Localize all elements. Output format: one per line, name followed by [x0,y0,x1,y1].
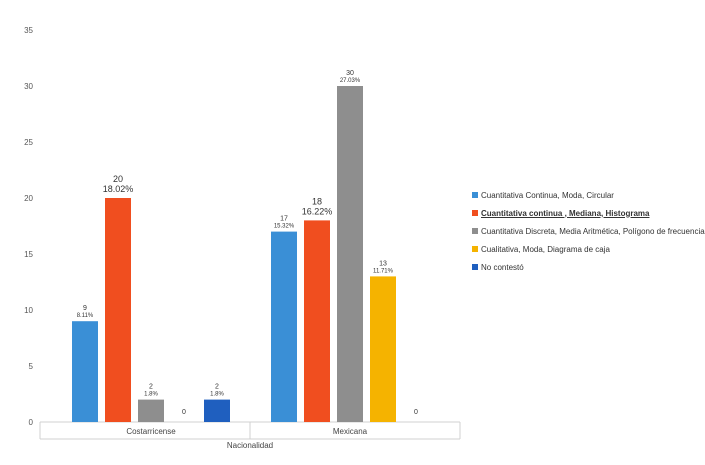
data-label-value: 2 [149,384,153,391]
data-label-percent: 1.8% [210,392,224,398]
legend-item[interactable]: Cualitativa, Moda, Diagrama de caja [472,240,702,258]
bar [138,399,164,422]
y-tick-label: 15 [24,250,33,259]
labels-group: 8.11%915.32%1718.02%2016.22%181.8%227.03… [77,70,418,416]
legend-label: Cuantitativa Discreta, Media Aritmética,… [481,226,705,236]
chart-legend: Cuantitativa Continua, Moda, Circular Cua… [472,186,705,276]
data-label-percent: 16.22% [302,206,333,216]
data-label-value: 13 [379,260,387,267]
legend-label: No contestó [481,262,524,272]
legend-label: Cualitativa, Moda, Diagrama de caja [481,244,610,254]
legend-label: Cuantitativa continua , Mediana, Histogr… [481,208,650,218]
y-tick-label: 25 [24,138,33,147]
bar [370,276,396,422]
legend-swatch [472,264,478,270]
legend-item[interactable]: Cuantitativa Continua, Moda, Circular [472,186,702,204]
data-label-value: 9 [83,305,87,312]
y-tick-label: 0 [29,418,34,427]
data-label-percent: 27.03% [340,78,361,84]
y-tick-label: 10 [24,306,33,315]
x-category-label: Mexicana [333,427,368,436]
data-label-percent: 1.8% [144,392,158,398]
data-label-value: 17 [280,216,288,223]
legend-swatch [472,228,478,234]
data-label-value: 2 [215,384,219,391]
data-label-value: 18 [312,196,322,206]
data-label-value: 0 [182,409,186,416]
y-tick-label: 30 [24,82,33,91]
y-tick-label: 5 [29,362,34,371]
legend-label: Cuantitativa Continua, Moda, Circular [481,190,614,200]
legend-item[interactable]: Cuantitativa Discreta, Media Aritmética,… [472,222,705,240]
data-label-percent: 18.02% [103,184,134,194]
bar [105,198,131,422]
data-label-percent: 8.11% [77,313,94,319]
data-label-percent: 15.32% [274,224,295,230]
legend-swatch [472,192,478,198]
data-label-value: 30 [346,70,354,77]
bar [72,321,98,422]
legend-swatch [472,246,478,252]
x-category-label: Costarricense [126,427,176,436]
bars-group [72,86,396,422]
y-tick-label: 20 [24,194,33,203]
legend-swatch [472,210,478,216]
data-label-value: 20 [113,174,123,184]
x-axis-title: Nacionalidad [227,441,273,450]
data-label-percent: 11.71% [373,268,394,274]
legend-item[interactable]: Cuantitativa continua , Mediana, Histogr… [472,204,702,222]
legend-item[interactable]: No contestó [472,258,702,276]
bar [337,86,363,422]
bar [271,231,297,422]
bar [204,399,230,422]
y-tick-label: 35 [24,26,33,35]
data-label-value: 0 [414,409,418,416]
bar [304,220,330,422]
